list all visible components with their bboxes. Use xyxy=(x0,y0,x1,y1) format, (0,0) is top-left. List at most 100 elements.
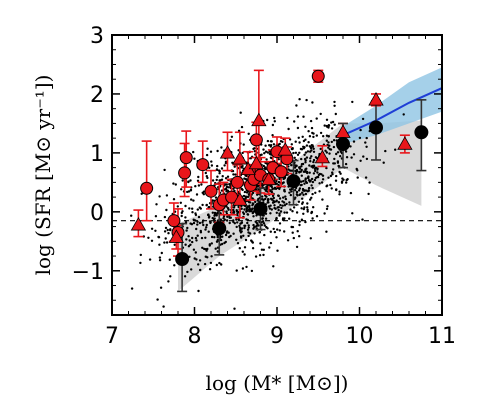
background-point xyxy=(330,140,333,144)
background-point xyxy=(295,245,299,249)
background-point xyxy=(325,151,328,154)
background-point xyxy=(310,184,313,187)
background-point xyxy=(191,240,194,244)
background-point xyxy=(292,151,295,155)
background-point xyxy=(283,211,286,214)
background-point xyxy=(345,178,348,182)
background-point xyxy=(287,168,290,171)
background-point xyxy=(186,226,189,230)
background-point xyxy=(209,220,212,224)
background-point xyxy=(281,200,284,203)
background-point xyxy=(290,164,293,167)
background-point xyxy=(272,143,276,146)
background-point xyxy=(195,193,199,196)
background-point xyxy=(278,214,281,217)
background-point xyxy=(190,223,194,226)
background-point xyxy=(333,123,336,126)
background-point xyxy=(309,237,312,240)
background-point xyxy=(277,206,280,209)
background-point xyxy=(210,160,213,163)
background-point xyxy=(181,210,184,213)
background-point xyxy=(350,156,353,159)
background-point xyxy=(196,223,199,226)
background-point xyxy=(197,263,200,266)
background-point xyxy=(307,130,310,133)
background-point xyxy=(306,208,309,211)
background-point xyxy=(300,183,303,187)
background-point xyxy=(268,150,272,153)
background-point xyxy=(268,207,272,210)
background-point xyxy=(130,214,133,217)
background-point xyxy=(194,236,198,240)
background-point xyxy=(315,117,318,120)
background-point xyxy=(173,264,176,267)
background-point xyxy=(193,157,196,160)
background-point xyxy=(266,139,270,143)
background-point xyxy=(210,255,213,258)
black-circle-marker xyxy=(253,201,268,216)
background-point xyxy=(337,164,340,168)
background-point xyxy=(188,239,191,242)
background-point xyxy=(327,124,331,127)
background-point xyxy=(344,150,348,153)
background-point xyxy=(300,174,303,177)
background-point xyxy=(192,150,195,154)
background-point xyxy=(365,157,369,161)
background-point xyxy=(295,190,299,194)
background-point xyxy=(225,183,228,186)
x-axis-label: log (M* [M⊙]) xyxy=(206,371,349,395)
red-triangle-marker xyxy=(130,217,147,231)
background-point xyxy=(235,225,238,229)
background-point xyxy=(278,229,281,232)
background-point xyxy=(169,275,172,278)
background-point xyxy=(299,193,302,196)
background-point xyxy=(197,289,200,293)
background-point xyxy=(325,124,328,128)
background-point xyxy=(140,192,143,195)
band-layer xyxy=(178,67,442,292)
background-point xyxy=(365,145,368,148)
background-point xyxy=(158,243,161,246)
background-point xyxy=(308,164,311,167)
background-point xyxy=(301,135,304,138)
background-point xyxy=(290,190,293,193)
background-point xyxy=(309,119,313,123)
background-point xyxy=(215,168,219,171)
background-point xyxy=(325,134,329,137)
background-point xyxy=(165,194,169,197)
background-point xyxy=(264,166,267,169)
background-point xyxy=(351,212,354,215)
background-point xyxy=(365,136,368,140)
background-point xyxy=(187,180,190,184)
background-point xyxy=(352,140,356,143)
background-point xyxy=(283,217,286,220)
background-point xyxy=(210,242,213,245)
y-tick-label: 1 xyxy=(90,142,104,167)
background-point xyxy=(210,235,214,239)
background-point xyxy=(228,183,231,186)
background-point xyxy=(326,205,329,208)
background-point xyxy=(139,253,142,257)
background-point xyxy=(247,132,250,135)
background-point xyxy=(199,231,203,234)
background-point xyxy=(291,231,294,234)
background-point xyxy=(326,184,329,187)
y-axis-label: log (SFR [M⊙ yr⁻¹]) xyxy=(31,75,55,276)
background-point xyxy=(314,156,318,159)
red-triangle-marker xyxy=(251,112,267,127)
background-point xyxy=(200,236,204,240)
background-point xyxy=(269,241,273,245)
background-point xyxy=(223,164,226,167)
background-point xyxy=(264,150,268,153)
background-point xyxy=(302,193,305,196)
background-point xyxy=(279,203,282,207)
background-point xyxy=(275,216,278,220)
background-point xyxy=(216,149,219,153)
background-point xyxy=(210,164,214,167)
background-point xyxy=(249,201,252,204)
background-point xyxy=(194,212,197,215)
background-point xyxy=(185,238,188,241)
background-point xyxy=(402,113,405,116)
background-point xyxy=(277,194,280,198)
background-point xyxy=(314,191,317,194)
